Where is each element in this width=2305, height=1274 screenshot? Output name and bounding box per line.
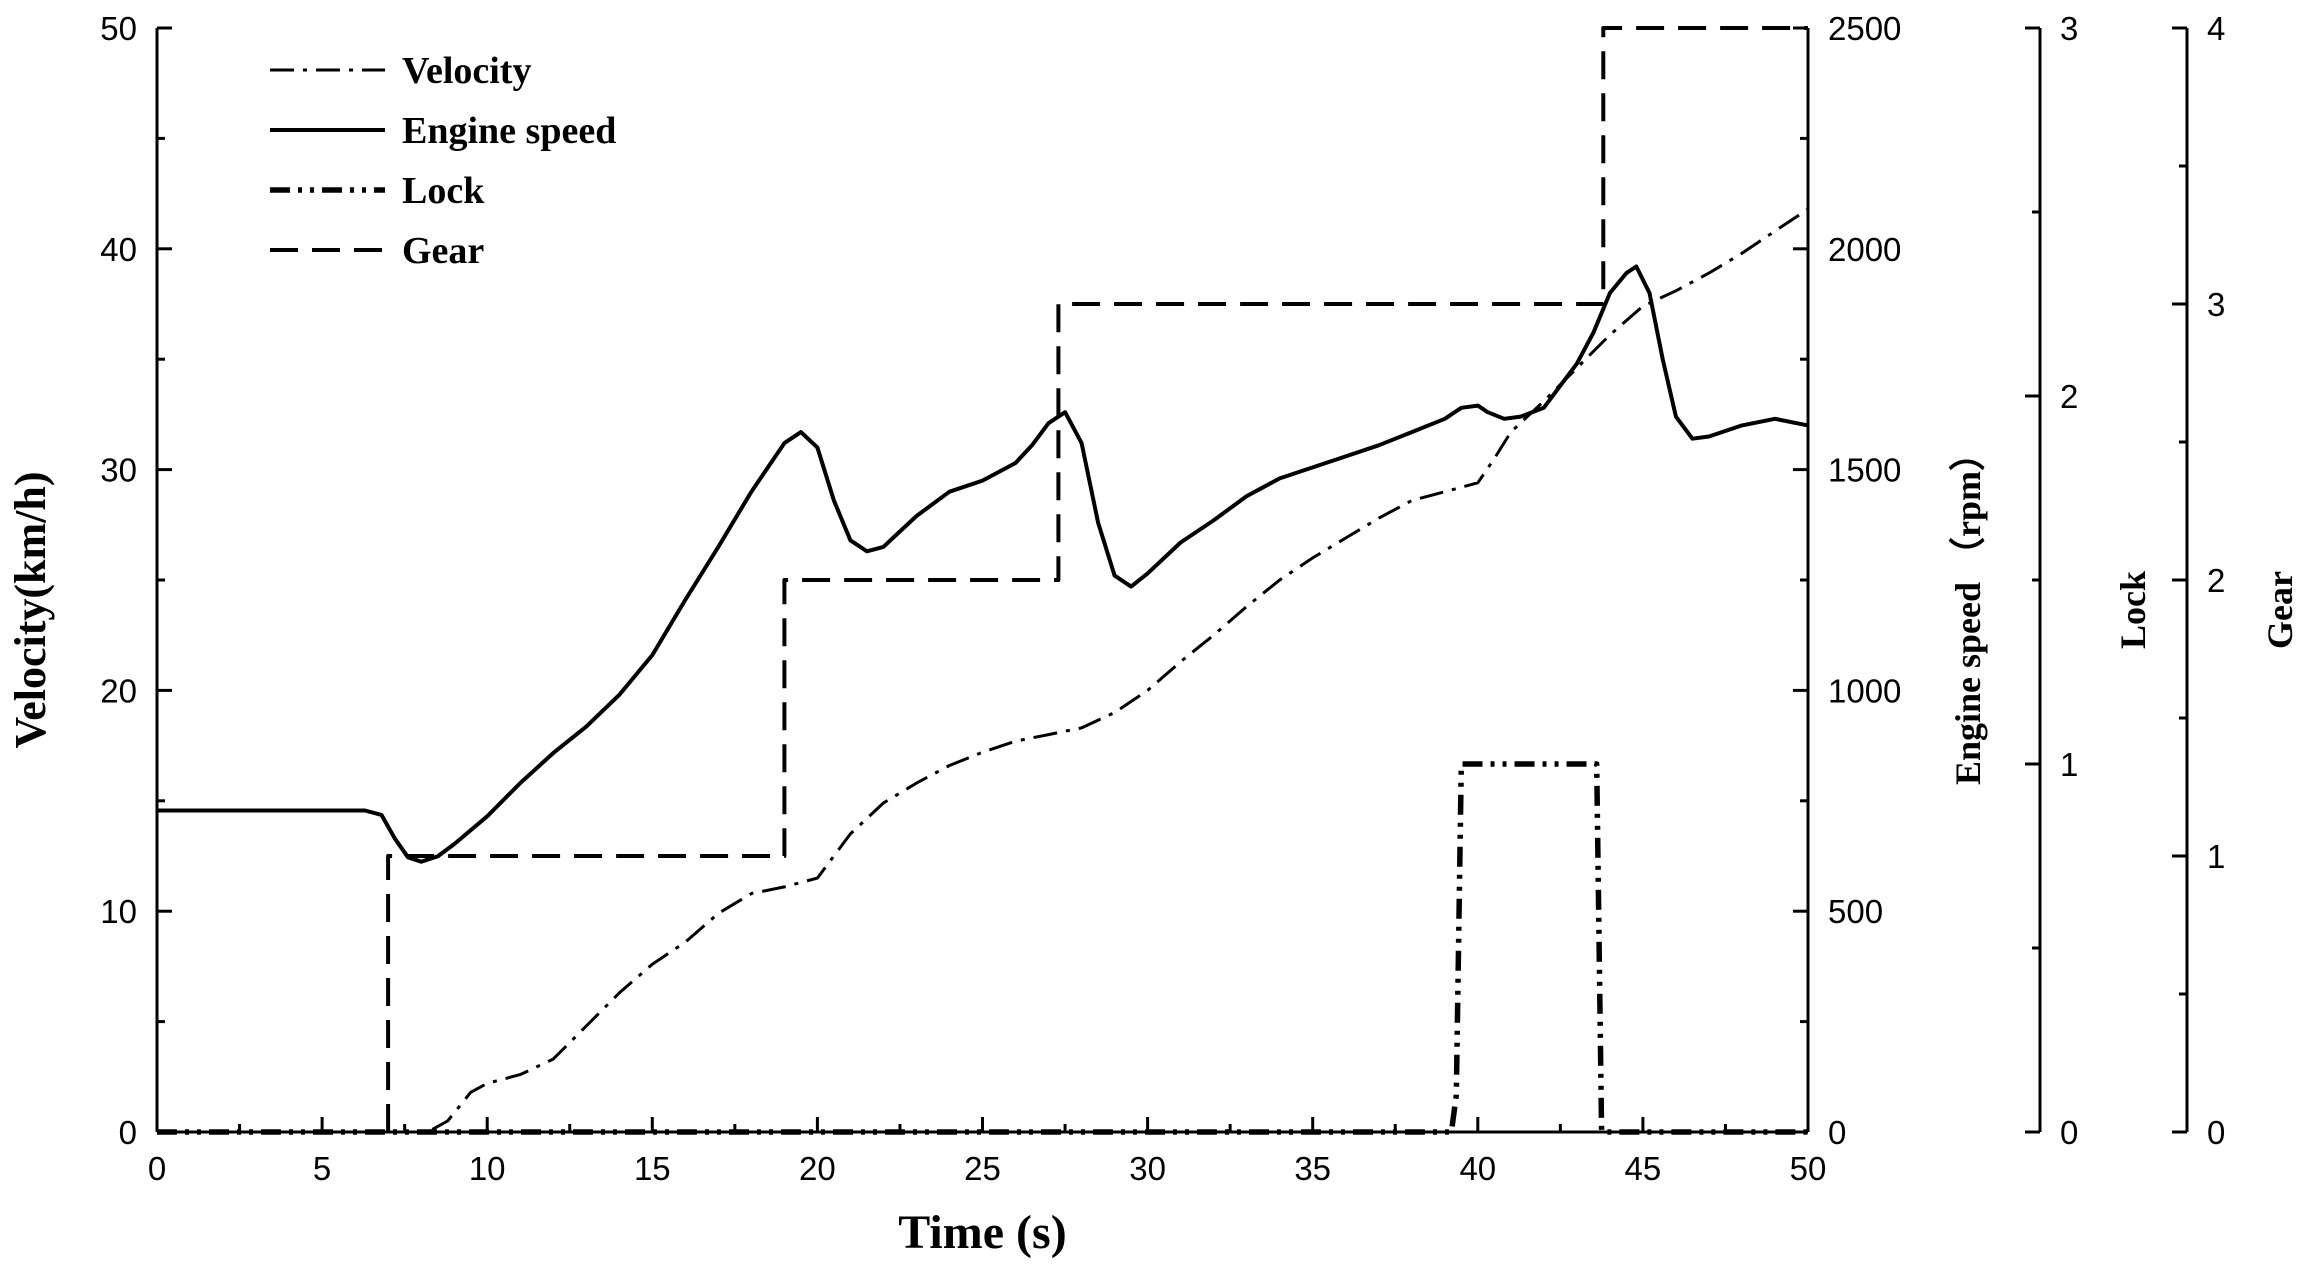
axis-ticks: 0 5 10 15 20 25 30 35 40 45 5001020304050050010001… — [100, 10, 2225, 1187]
velocity-tick-label: 40 — [100, 231, 137, 268]
lock-axis-title: Lock — [2113, 571, 2153, 649]
gear-tick-label: 3 — [2207, 286, 2225, 323]
lock-tick-label: 1 — [2060, 746, 2078, 783]
x-tick-label: 0 — [148, 1150, 166, 1187]
x-tick-label: 20 — [799, 1150, 836, 1187]
legend-label: Lock — [402, 170, 485, 212]
axis-titles: Time (s) Velocity(km/h) Engine speed （rpm）… — [6, 435, 2300, 1259]
lock-tick-label: 2 — [2060, 378, 2078, 415]
velocity-tick-label: 20 — [100, 672, 137, 709]
engine-tick-label: 2000 — [1828, 231, 1901, 268]
legend: Velocity Engine speed Lock Gear — [270, 50, 616, 272]
engine-tick-label: 0 — [1828, 1114, 1846, 1151]
x-tick-label: 45 — [1625, 1150, 1662, 1187]
gear-tick-label: 4 — [2207, 10, 2225, 47]
gear-tick-label: 0 — [2207, 1114, 2225, 1151]
legend-label: Engine speed — [402, 110, 616, 152]
x-tick-label: 50 — [1790, 1150, 1827, 1187]
engine-tick-label: 500 — [1828, 893, 1883, 930]
legend-label: Gear — [402, 230, 484, 272]
series-group — [157, 26, 1809, 1135]
x-tick-label: 25 — [964, 1150, 1001, 1187]
lock-tick-label: 0 — [2060, 1114, 2078, 1151]
x-tick-label: 5 — [313, 1150, 331, 1187]
engine-tick-label: 1500 — [1828, 452, 1901, 489]
gear-axis-title: Gear — [2260, 571, 2300, 649]
gear-tick-label: 1 — [2207, 838, 2225, 875]
legend-label: Velocity — [402, 50, 531, 92]
x-tick-label: 35 — [1294, 1150, 1331, 1187]
series-line-engine-speed — [157, 264, 1809, 864]
x-tick-label: 15 — [634, 1150, 671, 1187]
velocity-axis-title: Velocity(km/h) — [6, 471, 55, 748]
series-line-gear — [386, 26, 1808, 1132]
lock-tick-label: 3 — [2060, 10, 2078, 47]
velocity-tick-label: 0 — [119, 1114, 137, 1151]
velocity-tick-label: 10 — [100, 893, 137, 930]
x-axis-title: Time (s) — [898, 1206, 1066, 1259]
engine-tick-label: 2500 — [1828, 10, 1901, 47]
series-line-velocity — [157, 207, 1809, 1134]
velocity-tick-label: 50 — [100, 10, 137, 47]
x-tick-label: 10 — [469, 1150, 506, 1187]
engine-axis-title: Engine speed （rpm） — [1948, 435, 1988, 785]
x-tick-label: 30 — [1129, 1150, 1166, 1187]
x-tick-label: 40 — [1459, 1150, 1496, 1187]
series-line-lock — [157, 761, 1808, 1135]
engine-tick-label: 1000 — [1828, 672, 1901, 709]
velocity-tick-label: 30 — [100, 452, 137, 489]
gear-tick-label: 2 — [2207, 562, 2225, 599]
